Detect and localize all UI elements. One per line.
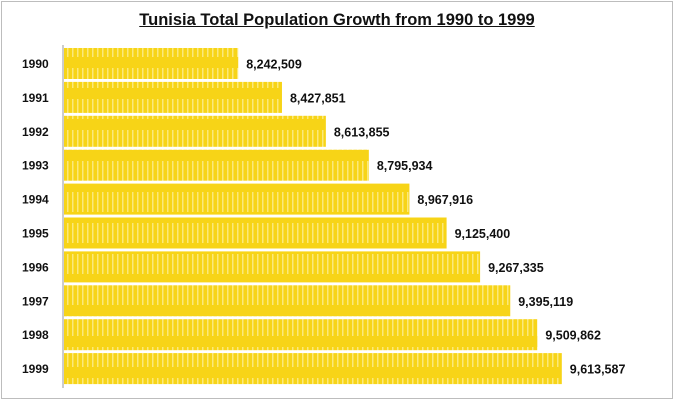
value-label-1999: 9,613,587 — [570, 363, 626, 377]
chart-title: Tunisia Total Population Growth from 199… — [0, 11, 674, 30]
bar-1998 — [64, 319, 538, 351]
bar-1997 — [64, 285, 511, 317]
value-label-1996: 9,267,335 — [488, 261, 544, 275]
category-label-1991: 1991 — [22, 91, 49, 105]
category-label-1996: 1996 — [22, 260, 49, 274]
value-label-1993: 8,795,934 — [377, 159, 433, 173]
category-label-1990: 1990 — [22, 57, 49, 71]
category-label-1995: 1995 — [22, 227, 49, 241]
category-label-1992: 1992 — [22, 125, 49, 139]
chart-title-text: Tunisia Total Population Growth from 199… — [139, 11, 535, 29]
bar-1996 — [64, 251, 481, 283]
value-label-1990: 8,242,509 — [246, 58, 302, 72]
bar-1995 — [64, 217, 447, 249]
value-label-1995: 9,125,400 — [455, 227, 511, 241]
bar-1992 — [64, 115, 326, 147]
bar-1991 — [64, 81, 282, 113]
value-label-1998: 9,509,862 — [545, 329, 601, 343]
category-label-1993: 1993 — [22, 159, 49, 173]
category-label-1998: 1998 — [22, 328, 49, 342]
value-label-1992: 8,613,855 — [334, 125, 390, 139]
category-label-1999: 1999 — [22, 362, 49, 376]
value-label-1991: 8,427,851 — [290, 91, 346, 105]
bar-1999 — [64, 353, 562, 385]
bar-1990 — [64, 48, 239, 79]
bar-1994 — [64, 183, 410, 215]
category-label-1997: 1997 — [22, 294, 49, 308]
bar-1993 — [64, 149, 369, 181]
value-label-1994: 8,967,916 — [417, 193, 473, 207]
category-label-1994: 1994 — [22, 193, 49, 207]
value-label-1997: 9,395,119 — [518, 295, 573, 309]
